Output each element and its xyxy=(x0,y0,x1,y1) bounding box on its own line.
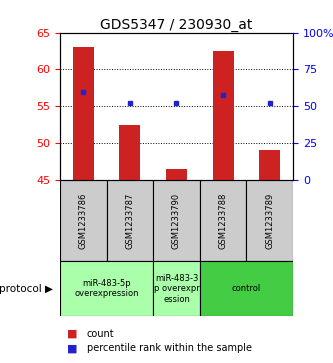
Text: GSM1233790: GSM1233790 xyxy=(172,193,181,249)
Text: GSM1233788: GSM1233788 xyxy=(218,192,228,249)
Bar xyxy=(60,261,153,316)
Text: count: count xyxy=(87,329,114,339)
Text: protocol ▶: protocol ▶ xyxy=(0,284,53,294)
Bar xyxy=(107,180,153,261)
Text: ■: ■ xyxy=(67,343,77,354)
Text: GSM1233787: GSM1233787 xyxy=(125,192,135,249)
Bar xyxy=(153,261,200,316)
Bar xyxy=(200,261,293,316)
Bar xyxy=(246,180,293,261)
Text: miR-483-5p
overexpression: miR-483-5p overexpression xyxy=(74,279,139,298)
Bar xyxy=(153,180,200,261)
Text: ■: ■ xyxy=(67,329,77,339)
Bar xyxy=(60,180,107,261)
Bar xyxy=(212,51,234,180)
Bar xyxy=(73,48,94,180)
Bar xyxy=(200,180,246,261)
Bar xyxy=(119,125,141,180)
Title: GDS5347 / 230930_at: GDS5347 / 230930_at xyxy=(100,18,253,32)
Text: miR-483-3
p overexpr
ession: miR-483-3 p overexpr ession xyxy=(154,274,199,303)
Text: GSM1233789: GSM1233789 xyxy=(265,192,274,249)
Text: control: control xyxy=(232,284,261,293)
Text: percentile rank within the sample: percentile rank within the sample xyxy=(87,343,251,354)
Text: GSM1233786: GSM1233786 xyxy=(79,192,88,249)
Bar xyxy=(259,150,280,180)
Bar xyxy=(166,169,187,180)
